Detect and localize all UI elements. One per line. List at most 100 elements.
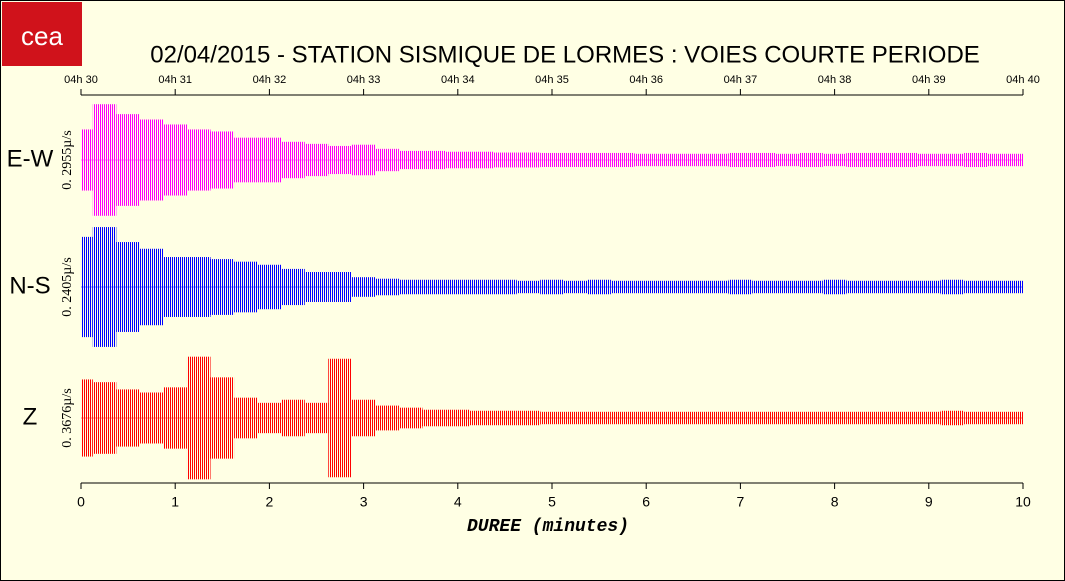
- trace-segment: [705, 153, 729, 167]
- trace-segment: [351, 144, 376, 176]
- top-tick-label: 04h 33: [347, 74, 381, 86]
- x-tick-label: 7: [737, 494, 745, 510]
- trace-segment: [1011, 411, 1023, 425]
- x-tick-label: 0: [77, 494, 85, 510]
- x-tick-label: 2: [266, 494, 274, 510]
- trace-segment: [752, 152, 776, 168]
- trace-segment: [752, 411, 776, 425]
- trace-segment: [657, 411, 682, 425]
- trace-segment: [964, 280, 988, 294]
- trace-segment: [234, 261, 258, 313]
- trace-segment: [81, 129, 93, 191]
- trace-segment: [917, 411, 941, 425]
- trace-segment: [234, 137, 258, 183]
- trace-segment: [139, 119, 164, 201]
- trace-segment: [681, 153, 706, 167]
- trace-segment: [328, 358, 352, 478]
- trace-segment: [752, 280, 776, 294]
- trace-segment: [657, 280, 682, 294]
- trace-segment: [610, 152, 635, 168]
- trace-segment: [587, 411, 611, 425]
- trace-segment: [210, 259, 235, 315]
- trace-segment: [964, 152, 988, 168]
- trace-segment: [234, 397, 258, 439]
- trace-segment: [563, 411, 588, 425]
- trace-segment: [940, 279, 965, 295]
- trace-segment: [563, 280, 588, 294]
- top-tick-label: 04h 32: [253, 74, 287, 86]
- top-tick-label: 04h 37: [724, 74, 758, 86]
- trace-segment: [681, 280, 706, 294]
- trace-segment: [257, 264, 282, 310]
- trace-segment: [469, 151, 494, 169]
- trace-segment: [728, 279, 753, 295]
- trace-segment: [116, 114, 140, 206]
- trace-segment: [375, 405, 399, 431]
- x-tick-label: 1: [171, 494, 179, 510]
- top-tick-label: 04h 31: [158, 74, 192, 86]
- logo-box: [2, 2, 82, 66]
- trace-segment: [493, 279, 517, 295]
- trace-segment: [139, 248, 164, 326]
- trace-segment: [163, 257, 187, 317]
- trace-segment: [493, 152, 517, 168]
- trace-segment: [634, 153, 658, 167]
- x-tick-label: 10: [1015, 494, 1031, 510]
- trace-segment: [822, 411, 847, 425]
- channel-label: Z: [23, 403, 38, 430]
- top-tick-label: 04h 34: [441, 74, 475, 86]
- trace-segment: [775, 280, 800, 294]
- trace-segment: [705, 280, 729, 294]
- trace-segment: [822, 279, 847, 295]
- top-tick-label: 04h 36: [629, 74, 663, 86]
- trace-segment: [1011, 153, 1023, 167]
- trace-segment: [304, 143, 329, 177]
- trace-segment: [728, 152, 753, 168]
- trace-segment: [281, 141, 305, 179]
- x-tick-label: 5: [548, 494, 556, 510]
- top-tick-label: 04h 38: [818, 74, 852, 86]
- trace-segment: [563, 152, 588, 168]
- trace-segment: [351, 277, 376, 297]
- x-tick-label: 9: [925, 494, 933, 510]
- trace-segment: [846, 411, 870, 425]
- trace-segment: [398, 279, 423, 295]
- trace-segment: [917, 280, 941, 294]
- trace-segment: [186, 356, 211, 480]
- trace-segment: [869, 411, 894, 425]
- trace-segment: [493, 410, 517, 426]
- trace-segment: [540, 411, 564, 425]
- trace-segment: [610, 280, 635, 294]
- trace-segment: [446, 409, 470, 427]
- trace-segment: [116, 389, 140, 447]
- trace-segment: [281, 399, 305, 437]
- x-tick-label: 4: [454, 494, 462, 510]
- trace-segment: [163, 124, 187, 196]
- top-tick-label: 04h 30: [64, 74, 98, 86]
- trace-segment: [987, 411, 1012, 425]
- trace-segment: [987, 280, 1012, 294]
- trace-segment: [422, 279, 447, 295]
- trace-segment: [893, 152, 918, 168]
- x-axis-label: DUREE (minutes): [467, 517, 629, 537]
- trace-segment: [516, 280, 541, 294]
- trace-segment: [281, 268, 305, 306]
- trace-segment: [186, 257, 211, 317]
- trace-segment: [257, 402, 282, 434]
- trace-segment: [869, 280, 894, 294]
- x-tick-label: 8: [831, 494, 839, 510]
- scale-label: 0. 3676µ/s: [60, 388, 75, 447]
- trace-segment: [540, 152, 564, 168]
- trace-segment: [705, 411, 729, 425]
- trace-segment: [375, 148, 399, 172]
- trace-segment: [775, 153, 800, 167]
- trace-segment: [893, 411, 918, 425]
- trace-segment: [540, 279, 564, 295]
- trace-segment: [516, 152, 541, 168]
- trace-segment: [81, 236, 93, 338]
- trace-segment: [940, 153, 965, 167]
- trace-segment: [1011, 280, 1023, 294]
- trace-segment: [516, 410, 541, 426]
- top-tick-label: 04h 35: [535, 74, 569, 86]
